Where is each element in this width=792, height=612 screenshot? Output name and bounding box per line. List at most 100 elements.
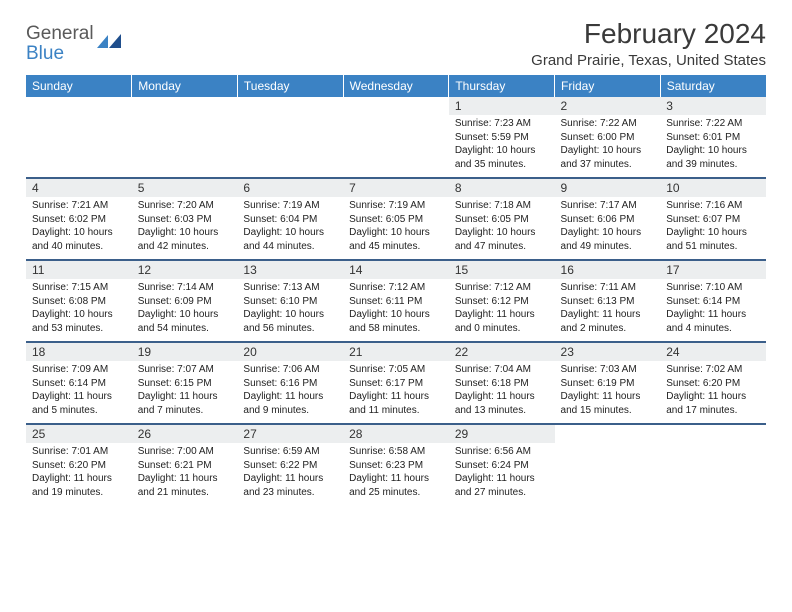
day-details: Sunrise: 7:06 AMSunset: 6:16 PMDaylight:… — [237, 361, 343, 423]
calendar-day-cell: 9Sunrise: 7:17 AMSunset: 6:06 PMDaylight… — [555, 178, 661, 260]
daylight-text: Daylight: 10 hours and 54 minutes. — [138, 308, 232, 335]
day-details — [555, 442, 661, 502]
day-number: 27 — [237, 425, 343, 443]
daylight-text: Daylight: 11 hours and 17 minutes. — [666, 390, 760, 417]
day-number: 19 — [132, 343, 238, 361]
daylight-text: Daylight: 10 hours and 56 minutes. — [243, 308, 337, 335]
calendar-day-cell: 8Sunrise: 7:18 AMSunset: 6:05 PMDaylight… — [449, 178, 555, 260]
calendar-day-cell: 19Sunrise: 7:07 AMSunset: 6:15 PMDayligh… — [132, 342, 238, 424]
day-number: 26 — [132, 425, 238, 443]
day-number: 24 — [660, 343, 766, 361]
sunrise-text: Sunrise: 7:14 AM — [138, 281, 232, 295]
day-number — [132, 97, 238, 114]
sunset-text: Sunset: 6:17 PM — [349, 377, 443, 391]
day-number — [343, 97, 449, 114]
day-details: Sunrise: 7:21 AMSunset: 6:02 PMDaylight:… — [26, 197, 132, 259]
day-details: Sunrise: 6:58 AMSunset: 6:23 PMDaylight:… — [343, 443, 449, 505]
sunrise-text: Sunrise: 7:22 AM — [561, 117, 655, 131]
day-details: Sunrise: 7:10 AMSunset: 6:14 PMDaylight:… — [660, 279, 766, 341]
sunrise-text: Sunrise: 7:07 AM — [138, 363, 232, 377]
day-number: 9 — [555, 179, 661, 197]
day-details: Sunrise: 6:59 AMSunset: 6:22 PMDaylight:… — [237, 443, 343, 505]
calendar-day-cell — [237, 97, 343, 178]
daylight-text: Daylight: 11 hours and 2 minutes. — [561, 308, 655, 335]
daylight-text: Daylight: 10 hours and 39 minutes. — [666, 144, 760, 171]
sunset-text: Sunset: 6:20 PM — [32, 459, 126, 473]
day-details: Sunrise: 7:02 AMSunset: 6:20 PMDaylight:… — [660, 361, 766, 423]
calendar-day-cell: 1Sunrise: 7:23 AMSunset: 5:59 PMDaylight… — [449, 97, 555, 178]
calendar-table: Sunday Monday Tuesday Wednesday Thursday… — [26, 75, 766, 505]
day-details — [237, 114, 343, 174]
sunrise-text: Sunrise: 7:15 AM — [32, 281, 126, 295]
sunrise-text: Sunrise: 7:03 AM — [561, 363, 655, 377]
day-details: Sunrise: 7:11 AMSunset: 6:13 PMDaylight:… — [555, 279, 661, 341]
daylight-text: Daylight: 10 hours and 42 minutes. — [138, 226, 232, 253]
sunrise-text: Sunrise: 7:06 AM — [243, 363, 337, 377]
brand-text: General Blue — [26, 24, 94, 64]
day-number: 1 — [449, 97, 555, 115]
sunset-text: Sunset: 6:10 PM — [243, 295, 337, 309]
day-details: Sunrise: 7:12 AMSunset: 6:12 PMDaylight:… — [449, 279, 555, 341]
calendar-day-cell: 25Sunrise: 7:01 AMSunset: 6:20 PMDayligh… — [26, 424, 132, 505]
daylight-text: Daylight: 11 hours and 21 minutes. — [138, 472, 232, 499]
day-details: Sunrise: 7:04 AMSunset: 6:18 PMDaylight:… — [449, 361, 555, 423]
sunrise-text: Sunrise: 6:56 AM — [455, 445, 549, 459]
sunrise-text: Sunrise: 7:01 AM — [32, 445, 126, 459]
calendar-day-cell: 28Sunrise: 6:58 AMSunset: 6:23 PMDayligh… — [343, 424, 449, 505]
calendar-day-cell: 23Sunrise: 7:03 AMSunset: 6:19 PMDayligh… — [555, 342, 661, 424]
calendar-day-cell: 4Sunrise: 7:21 AMSunset: 6:02 PMDaylight… — [26, 178, 132, 260]
calendar-day-cell: 11Sunrise: 7:15 AMSunset: 6:08 PMDayligh… — [26, 260, 132, 342]
calendar-day-cell: 20Sunrise: 7:06 AMSunset: 6:16 PMDayligh… — [237, 342, 343, 424]
calendar-day-cell: 15Sunrise: 7:12 AMSunset: 6:12 PMDayligh… — [449, 260, 555, 342]
calendar-day-cell: 10Sunrise: 7:16 AMSunset: 6:07 PMDayligh… — [660, 178, 766, 260]
daylight-text: Daylight: 11 hours and 27 minutes. — [455, 472, 549, 499]
sunrise-text: Sunrise: 6:59 AM — [243, 445, 337, 459]
calendar-day-cell: 24Sunrise: 7:02 AMSunset: 6:20 PMDayligh… — [660, 342, 766, 424]
sunset-text: Sunset: 6:09 PM — [138, 295, 232, 309]
day-details — [26, 114, 132, 174]
sunrise-text: Sunrise: 7:05 AM — [349, 363, 443, 377]
day-number: 8 — [449, 179, 555, 197]
daylight-text: Daylight: 11 hours and 15 minutes. — [561, 390, 655, 417]
day-number: 5 — [132, 179, 238, 197]
calendar-page: General Blue February 2024 Grand Prairie… — [0, 0, 792, 515]
day-details: Sunrise: 7:19 AMSunset: 6:05 PMDaylight:… — [343, 197, 449, 259]
sunset-text: Sunset: 6:16 PM — [243, 377, 337, 391]
sunset-text: Sunset: 6:06 PM — [561, 213, 655, 227]
day-details: Sunrise: 7:12 AMSunset: 6:11 PMDaylight:… — [343, 279, 449, 341]
daylight-text: Daylight: 11 hours and 5 minutes. — [32, 390, 126, 417]
day-number: 23 — [555, 343, 661, 361]
day-number — [26, 97, 132, 114]
day-number — [555, 425, 661, 442]
sunrise-text: Sunrise: 7:09 AM — [32, 363, 126, 377]
calendar-day-cell: 12Sunrise: 7:14 AMSunset: 6:09 PMDayligh… — [132, 260, 238, 342]
sunset-text: Sunset: 6:05 PM — [455, 213, 549, 227]
day-details: Sunrise: 7:07 AMSunset: 6:15 PMDaylight:… — [132, 361, 238, 423]
calendar-day-cell: 2Sunrise: 7:22 AMSunset: 6:00 PMDaylight… — [555, 97, 661, 178]
brand-line1: General — [26, 23, 94, 44]
daylight-text: Daylight: 10 hours and 51 minutes. — [666, 226, 760, 253]
sunrise-text: Sunrise: 7:22 AM — [666, 117, 760, 131]
daylight-text: Daylight: 10 hours and 53 minutes. — [32, 308, 126, 335]
brand-logo: General Blue — [26, 18, 123, 64]
sunrise-text: Sunrise: 7:13 AM — [243, 281, 337, 295]
day-header: Wednesday — [343, 75, 449, 97]
day-number: 29 — [449, 425, 555, 443]
daylight-text: Daylight: 10 hours and 47 minutes. — [455, 226, 549, 253]
sunset-text: Sunset: 6:08 PM — [32, 295, 126, 309]
calendar-day-cell: 5 Sunrise: 7:20 AMSunset: 6:03 PMDaylight… — [132, 178, 238, 260]
calendar-day-cell: 7Sunrise: 7:19 AMSunset: 6:05 PMDaylight… — [343, 178, 449, 260]
sunset-text: Sunset: 5:59 PM — [455, 131, 549, 145]
calendar-day-cell: 22Sunrise: 7:04 AMSunset: 6:18 PMDayligh… — [449, 342, 555, 424]
day-number: 10 — [660, 179, 766, 197]
sunset-text: Sunset: 6:23 PM — [349, 459, 443, 473]
day-details: Sunrise: 7:13 AMSunset: 6:10 PMDaylight:… — [237, 279, 343, 341]
sunset-text: Sunset: 6:21 PM — [138, 459, 232, 473]
daylight-text: Daylight: 10 hours and 37 minutes. — [561, 144, 655, 171]
location-text: Grand Prairie, Texas, United States — [531, 52, 766, 69]
sunrise-text: Sunrise: 7:20 AM — [138, 199, 232, 213]
sunset-text: Sunset: 6:03 PM — [138, 213, 232, 227]
day-number: 13 — [237, 261, 343, 279]
sunrise-text: Sunrise: 7:10 AM — [666, 281, 760, 295]
calendar-day-cell — [660, 424, 766, 505]
